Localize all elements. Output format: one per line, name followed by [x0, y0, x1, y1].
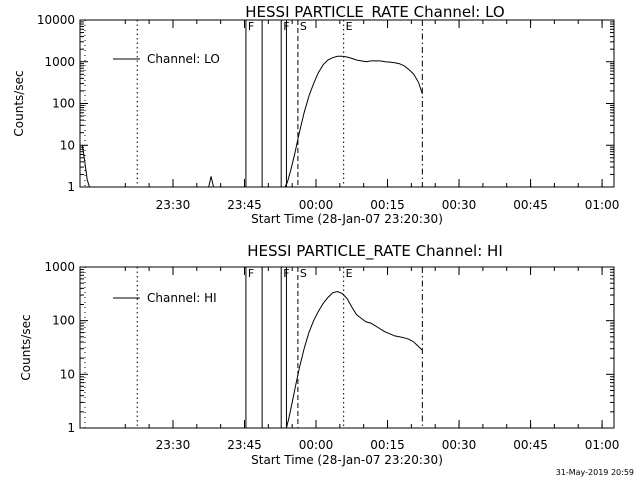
y-tick-label: 10000	[37, 13, 75, 27]
x-tick-label: 01:00	[585, 198, 620, 212]
event-marker-label: S	[300, 267, 307, 280]
y-axis-label: Counts/sec	[12, 70, 26, 136]
y-tick-label: 100	[52, 314, 75, 328]
event-marker-label: E	[346, 267, 353, 280]
series-line	[285, 290, 423, 429]
y-tick-label: 1	[67, 180, 75, 194]
x-tick-label: 00:30	[442, 198, 477, 212]
chart-panel-2: HESSI PARTICLE_RATE Channel: HI 1 10 100 100…	[19, 242, 619, 467]
x-tick-label: 00:15	[370, 438, 405, 452]
y-tick-label: 1000	[44, 55, 75, 69]
x-tick-label: 23:45	[227, 198, 262, 212]
event-marker-label: E	[346, 20, 353, 33]
event-marker-label: S	[300, 20, 307, 33]
x-tick-label: 00:45	[513, 438, 548, 452]
footer-timestamp: 31-May-2019 20:59	[556, 468, 634, 477]
x-tick-label: 00:30	[442, 438, 477, 452]
x-tick-label: 23:30	[156, 438, 191, 452]
series-line	[81, 55, 423, 188]
y-tick-label: 10	[60, 138, 75, 152]
event-marker-label: F	[248, 20, 254, 33]
legend-label: Channel: LO	[147, 52, 220, 66]
x-tick-label: 23:30	[156, 198, 191, 212]
y-tick-label: 100	[52, 97, 75, 111]
x-axis-label: Start Time (28-Jan-07 23:20:30)	[251, 212, 443, 226]
chart-title: HESSI PARTICLE_RATE Channel: HI	[247, 242, 503, 261]
chart-title: HESSI PARTICLE_RATE Channel: LO	[245, 3, 504, 22]
y-tick-label: 1	[67, 421, 75, 435]
x-tick-label: 01:00	[585, 438, 620, 452]
x-axis-label: Start Time (28-Jan-07 23:20:30)	[251, 453, 443, 467]
x-tick-label: 23:45	[227, 438, 262, 452]
x-tick-label: 00:00	[299, 438, 334, 452]
y-tick-label: 10	[60, 367, 75, 381]
event-marker-label: F	[248, 267, 254, 280]
series-spike	[208, 176, 214, 188]
y-axis-label: Counts/sec	[19, 314, 33, 380]
plot-frame	[79, 19, 615, 188]
y-tick-label: 1000	[44, 260, 75, 274]
plot-frame	[79, 266, 615, 429]
legend-label: Channel: HI	[147, 291, 217, 305]
x-tick-label: 00:45	[513, 198, 548, 212]
x-tick-label: 00:00	[299, 198, 334, 212]
x-tick-label: 00:15	[370, 198, 405, 212]
chart-panel-1: HESSI PARTICLE_RATE Channel: LO 1 10 100 100…	[12, 3, 619, 226]
